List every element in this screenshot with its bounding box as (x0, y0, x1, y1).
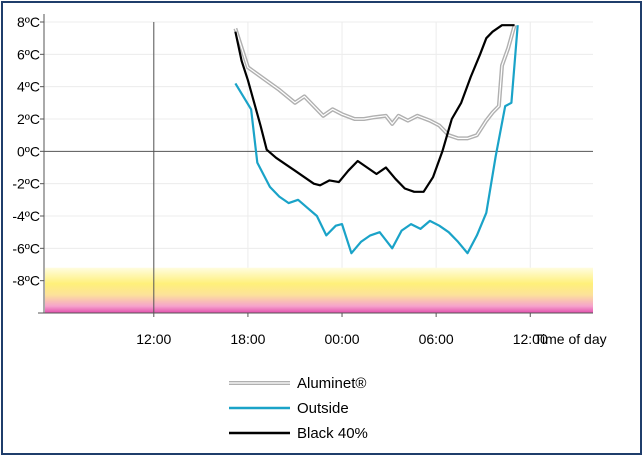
series-line-black-40 (234, 24, 515, 193)
tick-labels: 8ºC 6ºC 4ºC 2ºC 0ºC -2ºC -4ºC -6ºC -8ºC 12:00 18:0… (12, 14, 606, 347)
legend-label: Outside (297, 400, 349, 417)
x-axis-title: Time of day (534, 331, 607, 347)
axes (38, 14, 593, 317)
y-tick-label: 2ºC (17, 111, 40, 127)
x-tick-label: 00:00 (325, 331, 360, 347)
x-tick-label: 12:00 (136, 331, 171, 347)
y-tick-label: 4ºC (17, 79, 40, 95)
legend: Aluminet® Outside Black 40% (229, 375, 368, 442)
legend-label: Aluminet® (297, 375, 366, 392)
y-tick-label: -6ºC (12, 240, 40, 256)
x-tick-label: 12:00 (513, 331, 548, 347)
frost-band (45, 267, 593, 313)
y-tick-label: 0ºC (17, 143, 40, 159)
y-tick-label: 6ºC (17, 46, 40, 62)
series-line-outside (234, 25, 519, 255)
series (233, 24, 519, 255)
y-tick-label: -4ºC (12, 208, 40, 224)
series-line-aluminet-inner (234, 25, 516, 139)
y-tick-label: 8ºC (17, 14, 40, 30)
x-tick-label: 06:00 (419, 331, 454, 347)
y-tick-label: -2ºC (12, 176, 40, 192)
y-tick-label: -8ºC (12, 273, 40, 289)
x-tick-label: 18:00 (230, 331, 265, 347)
legend-label: Black 40% (297, 425, 368, 442)
series-line-aluminet-outer (233, 24, 517, 141)
